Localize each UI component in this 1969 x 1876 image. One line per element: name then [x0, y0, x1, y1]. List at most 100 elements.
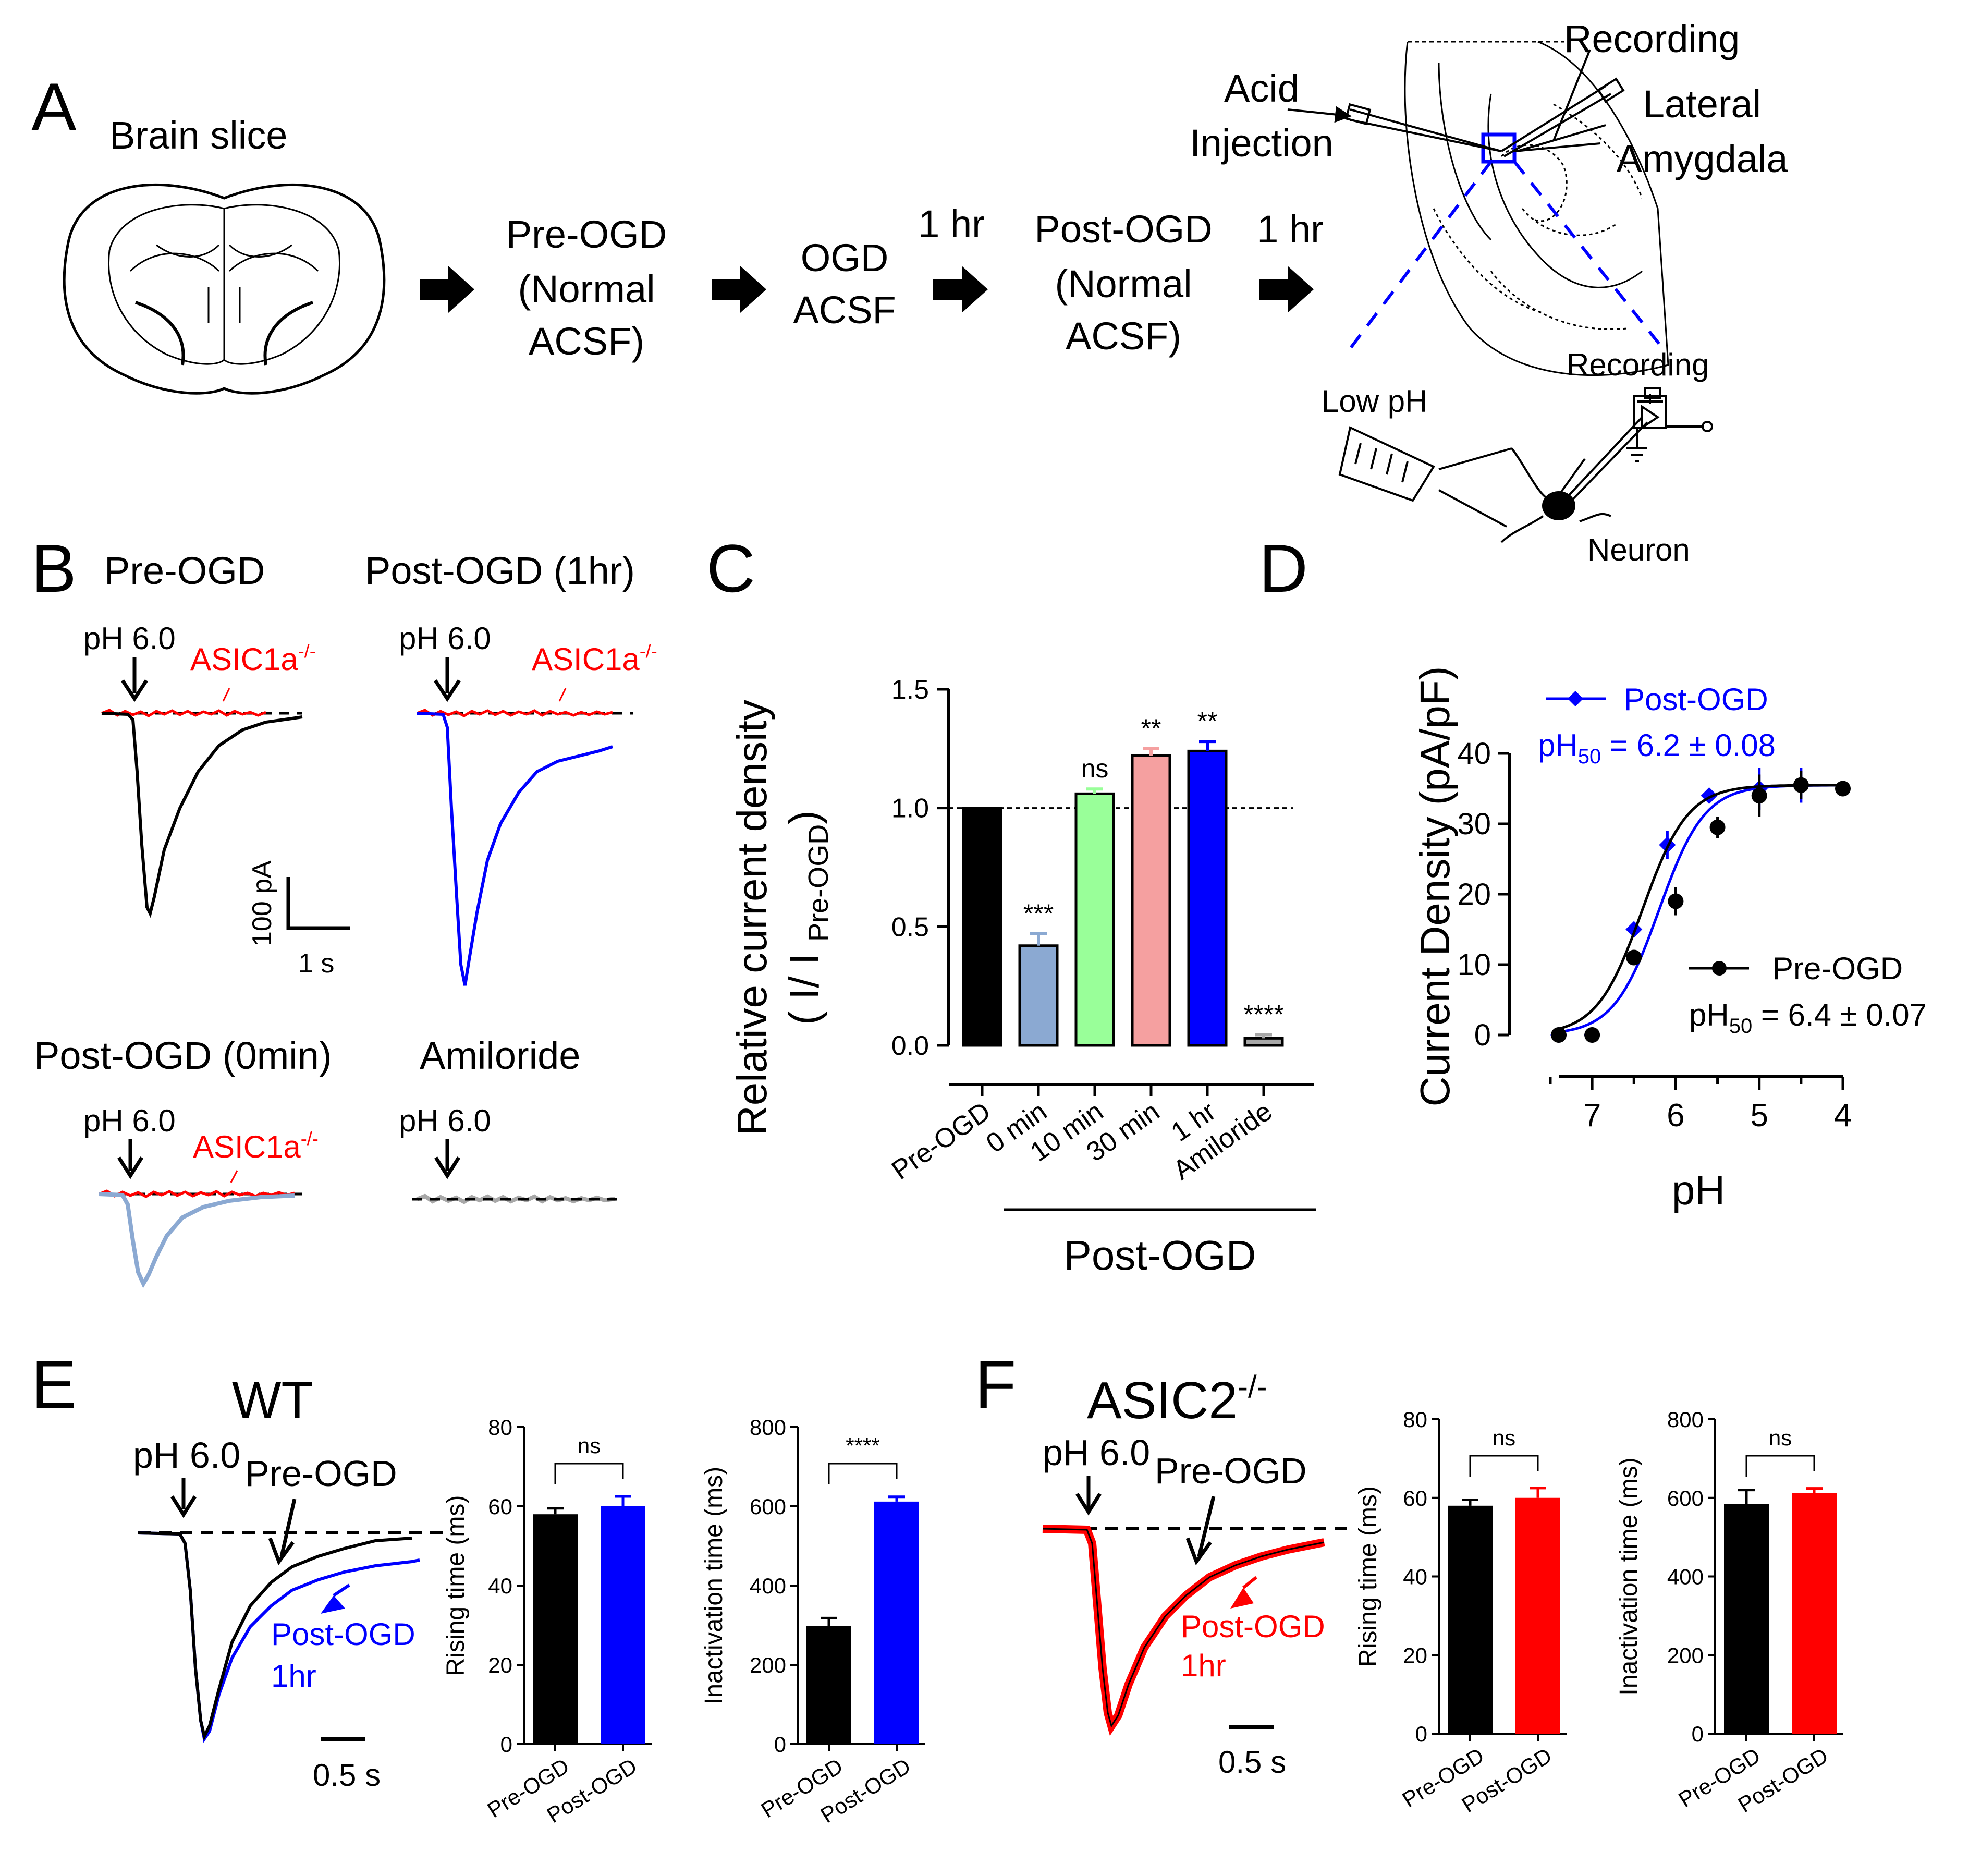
small-chart-error-bar — [1738, 1489, 1755, 1504]
c-y-tick-label: 1.5 — [891, 675, 929, 705]
trace-current-b3 — [99, 1192, 295, 1288]
c-bar — [1018, 944, 1059, 1047]
small-chart-ylabel: Inactivation time (ms) — [1615, 1457, 1643, 1695]
f-inactivation-time-chart: Inactivation time (ms)0200400600800Pre-O… — [1615, 1407, 1843, 1817]
panel-label-f: F — [975, 1346, 1016, 1422]
trace-ko-b2 — [417, 709, 613, 717]
small-chart-sig-bracket — [828, 1463, 898, 1484]
e-rising-time-chart: Rising time (ms)020406080Pre-OGDPost-OGD… — [442, 1415, 652, 1828]
d-point-pre — [1551, 1027, 1567, 1043]
scale-bar-b — [286, 877, 350, 930]
panel-b: B Pre-OGD Post-OGD (1hr) Post-OGD (0min)… — [31, 530, 657, 1288]
low-ph-label: Low pH — [1322, 384, 1427, 419]
small-chart-error-bar — [1806, 1487, 1823, 1493]
neuron-label: Neuron — [1587, 532, 1690, 567]
amygdala-label: Amygdala — [1616, 137, 1788, 180]
post-ogd-duration: 1 hr — [1257, 208, 1324, 251]
small-chart-y-tick-label: 200 — [1667, 1643, 1704, 1667]
small-chart-bar — [874, 1501, 919, 1744]
c-group-label: Post-OGD — [1064, 1232, 1256, 1278]
e-inactivation-time-chart: Inactivation time (ms)0200400600800Pre-O… — [700, 1415, 925, 1828]
panel-e: E WT pH 6.0 Pre-OGD Post-OGD 1hr 0.5 s R… — [31, 1346, 925, 1828]
c-error-bar — [1086, 787, 1103, 794]
small-chart-error-bar — [888, 1495, 905, 1502]
c-error-bar — [1143, 747, 1159, 756]
flow-arrow-1 — [420, 266, 474, 313]
e-scale-label: 0.5 s — [313, 1758, 381, 1793]
ogd-step-line2: ACSF — [793, 288, 896, 332]
d-x-tick-label: 5 — [1750, 1098, 1768, 1134]
d-legend-post-ogd: Post-OGD pH50 = 6.2 ± 0.08 — [1538, 682, 1776, 768]
flow-arrow-2 — [712, 266, 766, 313]
panel-c: C Relative current density ( I/ I Pre-OG… — [706, 530, 1316, 1278]
small-chart-y-tick-label: 200 — [750, 1653, 786, 1677]
recording-label: Recording — [1564, 17, 1740, 60]
trace-ko-b1 — [101, 709, 266, 717]
f-pre-label: Pre-OGD — [1155, 1451, 1307, 1491]
brain-slice-label: Brain slice — [109, 114, 287, 157]
small-chart-y-tick-label: 0 — [1692, 1722, 1704, 1746]
f-scale-label: 0.5 s — [1218, 1745, 1286, 1780]
trace-title-amiloride: Amiloride — [420, 1034, 580, 1077]
small-chart-y-tick-label: 600 — [1667, 1486, 1704, 1510]
small-chart-y-tick-label: 40 — [488, 1574, 512, 1598]
c-error-bar — [1199, 740, 1216, 751]
small-chart-ylabel: Rising time (ms) — [442, 1495, 470, 1676]
post-ogd-step-line3: ACSF) — [1066, 314, 1181, 358]
panel-label-e: E — [31, 1346, 77, 1422]
c-y-tick-label: 1.0 — [891, 794, 929, 824]
small-chart-sig-label: ns — [1493, 1426, 1515, 1450]
d-pre-ph50: pH50 = 6.4 ± 0.07 — [1689, 997, 1927, 1038]
small-chart-sig-bracket — [554, 1463, 624, 1484]
trace-amiloride: pH 6.0 — [399, 1103, 618, 1204]
c-sig-label: ** — [1197, 706, 1218, 736]
trace-title-post-ogd-1hr: Post-OGD (1hr) — [365, 549, 635, 592]
small-chart-y-tick-label: 0 — [500, 1732, 512, 1757]
d-point-pre — [1751, 788, 1767, 803]
c-sig-label: *** — [1023, 899, 1054, 928]
panel-label-a: A — [31, 69, 77, 145]
f-post-label-l2: 1hr — [1181, 1648, 1226, 1683]
panel-a: A Brain slice Pre-OGD (Normal ACSF) — [31, 17, 1788, 567]
pre-ogd-step-line2: (Normal — [518, 267, 655, 311]
trace-post-ogd-1hr: pH 6.0 ASIC1a-/- — [399, 621, 657, 986]
d-point-pre — [1835, 781, 1851, 797]
ph-arrow-b3 — [117, 1139, 143, 1179]
d-point-pre — [1709, 819, 1726, 835]
c-sig-label: ns — [1081, 754, 1109, 783]
brain-slice-illustration — [63, 183, 386, 395]
lateral-label: Lateral — [1643, 82, 1761, 126]
panel-d: D Current Density (pA/pF) pH 0 10 20 30 40 7 6… — [1259, 530, 1927, 1213]
ph-arrow-b2 — [434, 657, 461, 702]
e-post-label-l1: Post-OGD — [271, 1617, 415, 1652]
post-ogd-step-line1: Post-OGD — [1034, 208, 1212, 251]
asic1a-ko-label-b1: ASIC1a-/- — [190, 640, 316, 677]
small-chart-y-tick-label: 400 — [1667, 1565, 1704, 1589]
small-chart-y-tick-label: 40 — [1403, 1565, 1427, 1589]
f-post-label-l1: Post-OGD — [1181, 1609, 1325, 1644]
d-legend-pre-ogd-label: Pre-OGD — [1772, 951, 1903, 986]
c-bar — [1131, 754, 1171, 1047]
small-chart-error-bar — [615, 1495, 631, 1506]
d-fit-curve — [1558, 784, 1843, 1030]
small-chart-bar — [1724, 1504, 1769, 1734]
d-x-tick-label: 7 — [1583, 1098, 1601, 1134]
f-ph-label: pH 6.0 — [1043, 1432, 1150, 1473]
amygdala-schematic — [1346, 41, 1669, 376]
small-chart-y-tick-label: 400 — [750, 1574, 786, 1598]
small-chart-sig-bracket — [1469, 1455, 1539, 1477]
d-xlabel: pH — [1672, 1167, 1725, 1213]
post-ogd-step-line2: (Normal — [1055, 262, 1192, 306]
pre-ogd-step-line3: ACSF) — [529, 320, 644, 363]
trace-title-pre-ogd: Pre-OGD — [104, 549, 265, 592]
c-y-tick-label: 0.0 — [891, 1031, 929, 1061]
d-post-ph50: pH50 = 6.2 ± 0.08 — [1538, 728, 1776, 768]
d-x-tick-label: 6 — [1667, 1098, 1684, 1134]
acid-injection-line2: Injection — [1190, 121, 1334, 165]
small-chart-error-bar — [1530, 1487, 1546, 1498]
d-fit-curve — [1558, 784, 1843, 1033]
small-chart-error-bar — [1462, 1499, 1478, 1506]
small-chart-y-tick-label: 600 — [750, 1494, 786, 1519]
trace-title-post-ogd-0min: Post-OGD (0min) — [34, 1034, 332, 1077]
